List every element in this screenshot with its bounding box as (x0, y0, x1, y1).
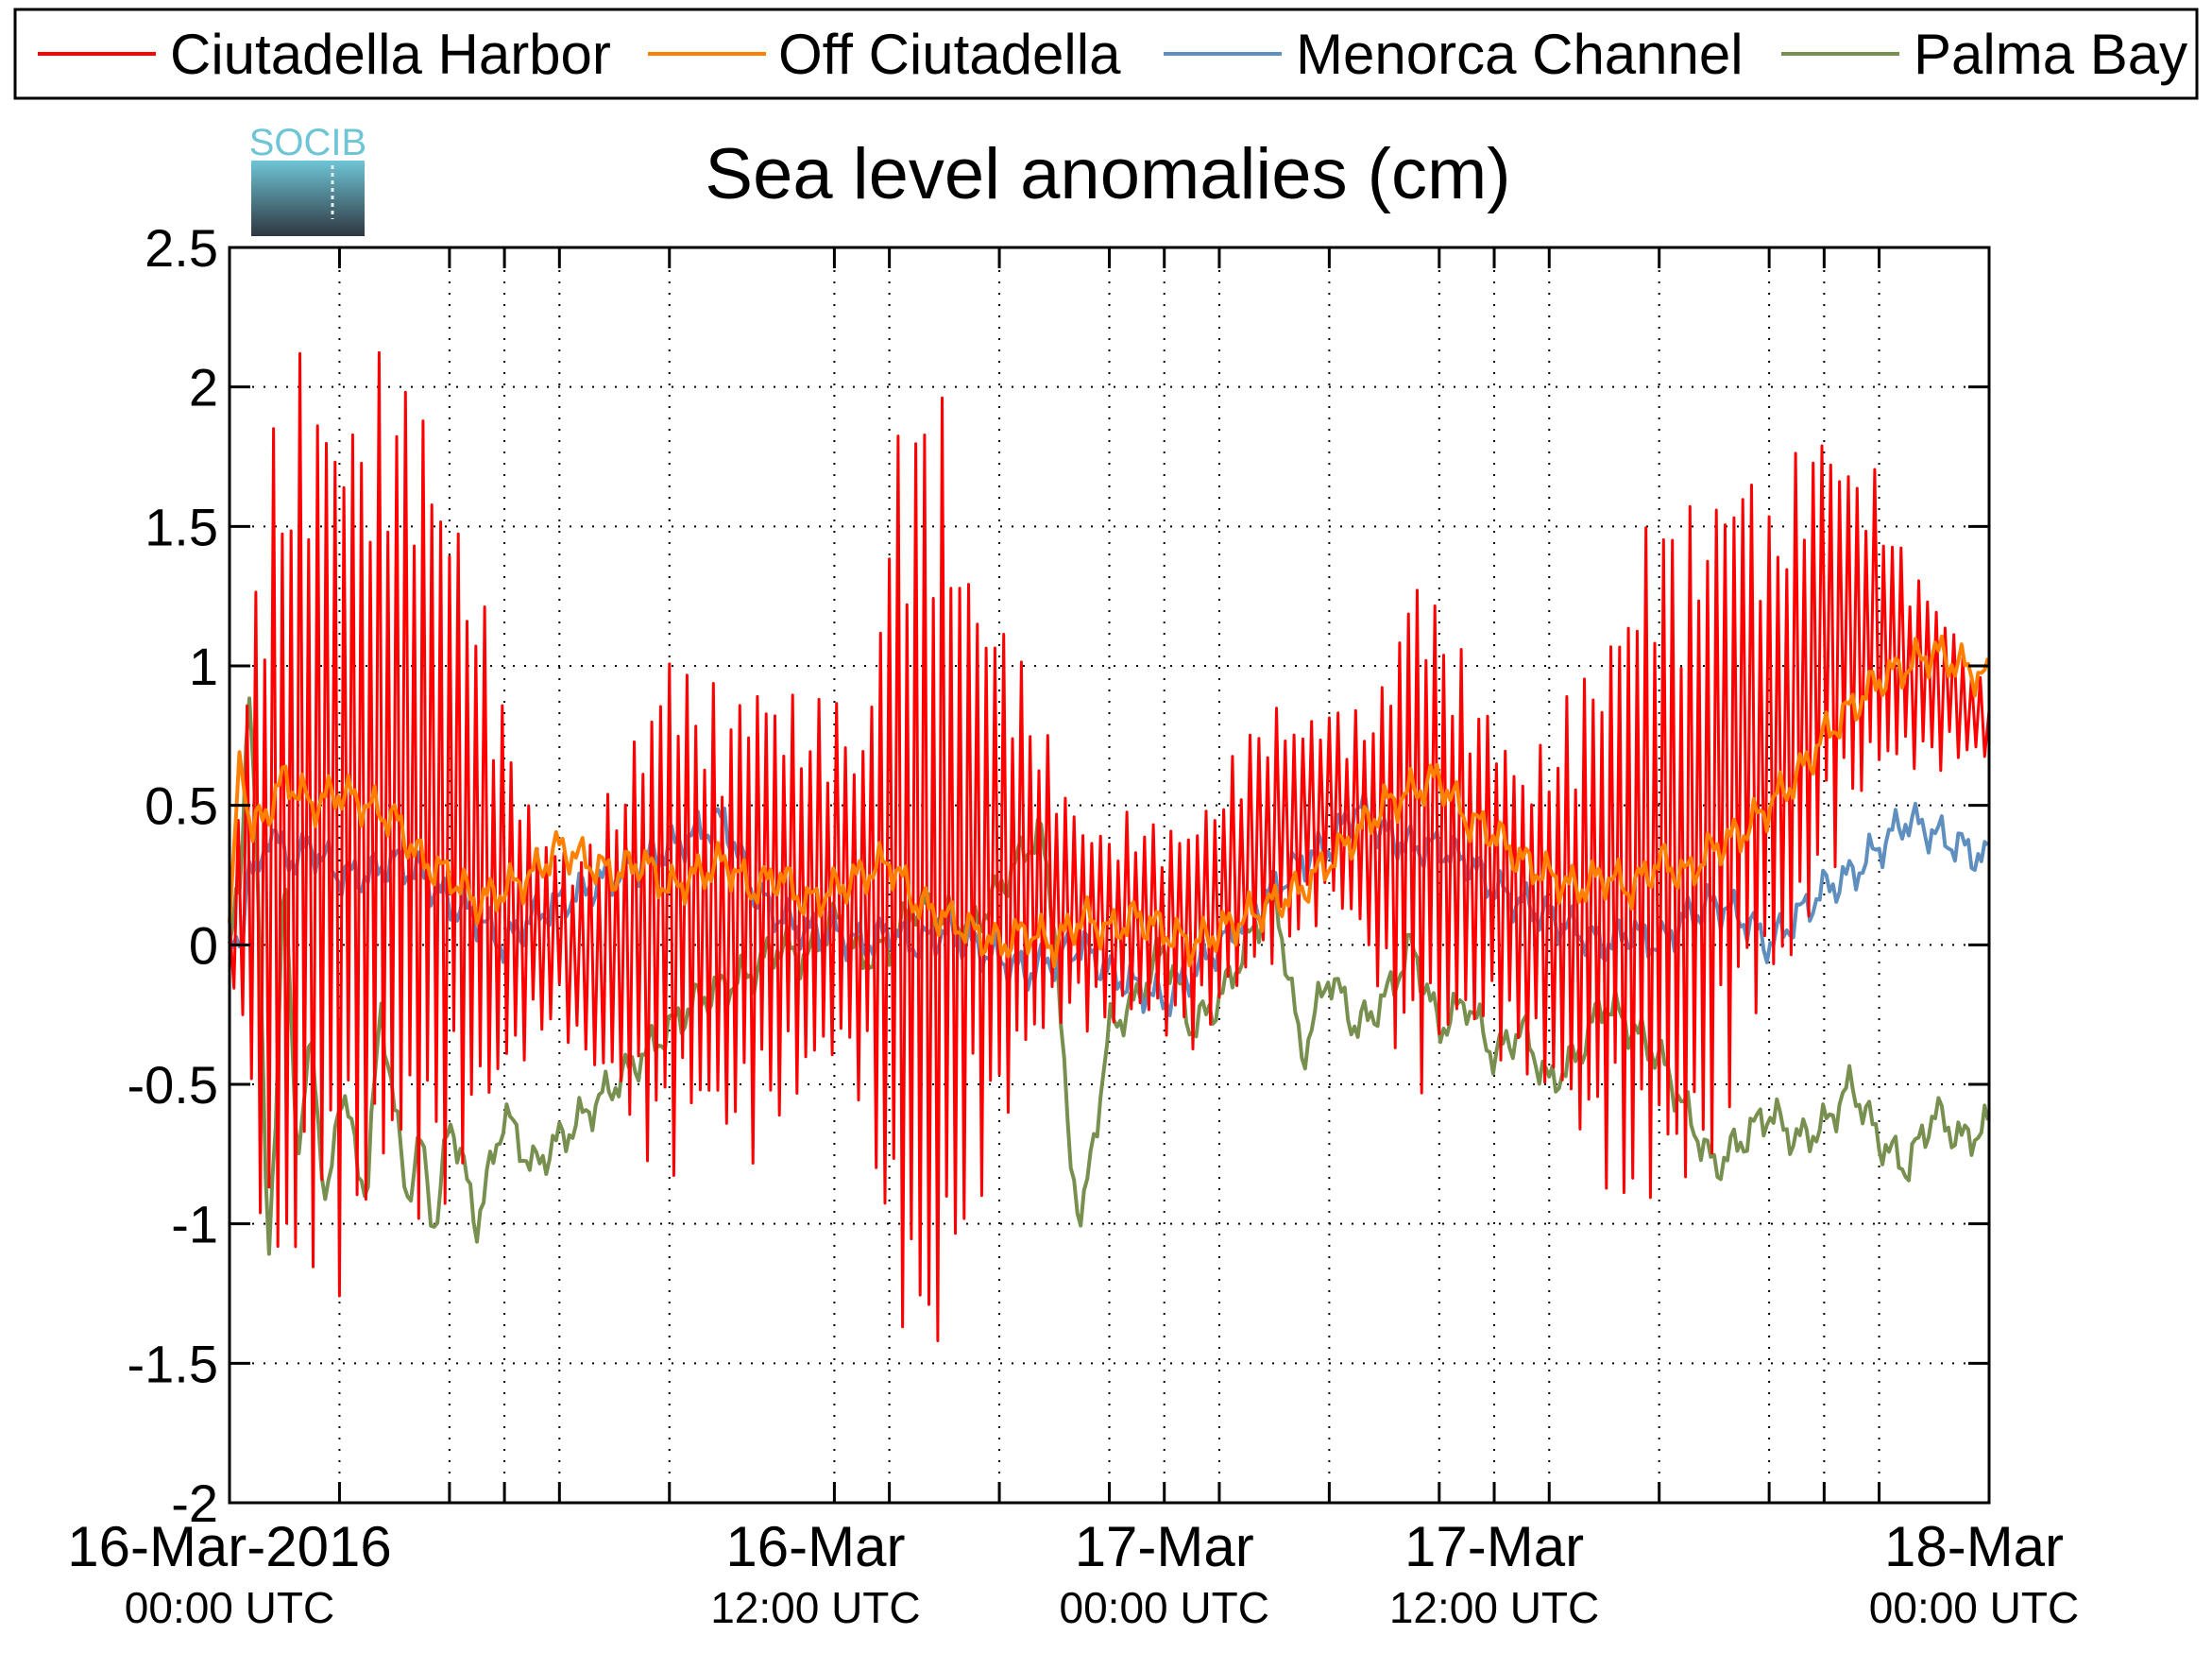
x-tick-date-label: 18-Mar (1884, 1515, 2064, 1578)
legend-entry-off-ciutadella: Off Ciutadella (648, 23, 1121, 86)
x-tick-time-label: 00:00 UTC (125, 1583, 334, 1632)
y-tick-label: -1.5 (128, 1334, 219, 1393)
y-tick-label: -0.5 (128, 1055, 219, 1115)
y-tick-label: -2 (171, 1473, 218, 1533)
legend-label-ciutadella-harbor: Ciutadella Harbor (170, 23, 611, 86)
series-line-palma-bay (228, 696, 1990, 1256)
x-tick-time-label: 12:00 UTC (710, 1583, 920, 1632)
legend-label-off-ciutadella: Off Ciutadella (778, 23, 1121, 86)
series-line-off-ciutadella (228, 634, 1990, 969)
legend-label-palma-bay: Palma Bay (1914, 23, 2187, 86)
socib-logo-block (251, 161, 365, 236)
y-tick-label: 2 (189, 358, 218, 417)
x-axis-tick-labels: 16-Mar-2016 00:00 UTC 16-Mar 12:00 UTC 17-Ma… (67, 1515, 2079, 1632)
legend-entry-menorca-channel: Menorca Channel (1164, 23, 1744, 86)
socib-logo-text: SOCIB (249, 122, 366, 163)
series-line-ciutadella-harbor (228, 350, 1991, 1342)
axis-ticks (230, 246, 1989, 1505)
legend-label-menorca-channel: Menorca Channel (1296, 23, 1744, 86)
legend: Ciutadella Harbor Off Ciutadella Menorca… (13, 8, 2199, 100)
y-tick-label: 0 (189, 915, 218, 975)
y-tick-label: 0.5 (145, 776, 218, 836)
series-layer (228, 350, 1991, 1342)
legend-entry-ciutadella-harbor: Ciutadella Harbor (38, 23, 611, 86)
x-tick-date-label: 17-Mar (1404, 1515, 1584, 1578)
y-axis-tick-labels: 2.5 2 1.5 1 0.5 0 -0.5 -1 -1.5 -2 (128, 218, 219, 1533)
socib-logo: SOCIB (249, 122, 366, 236)
x-tick-date-label: 16-Mar (725, 1515, 905, 1578)
y-tick-label: 1 (189, 637, 218, 696)
legend-entry-palma-bay: Palma Bay (1781, 23, 2187, 86)
y-tick-label: 1.5 (145, 497, 218, 556)
chart-title: Sea level anomalies (cm) (705, 134, 1510, 214)
x-tick-time-label: 00:00 UTC (1060, 1583, 1269, 1632)
y-tick-label: 2.5 (145, 218, 218, 278)
x-tick-date-label: 16-Mar-2016 (67, 1515, 392, 1578)
x-tick-date-label: 17-Mar (1075, 1515, 1254, 1578)
x-tick-time-label: 00:00 UTC (1869, 1583, 2079, 1632)
y-tick-label: -1 (171, 1195, 218, 1254)
x-tick-time-label: 12:00 UTC (1389, 1583, 1599, 1632)
